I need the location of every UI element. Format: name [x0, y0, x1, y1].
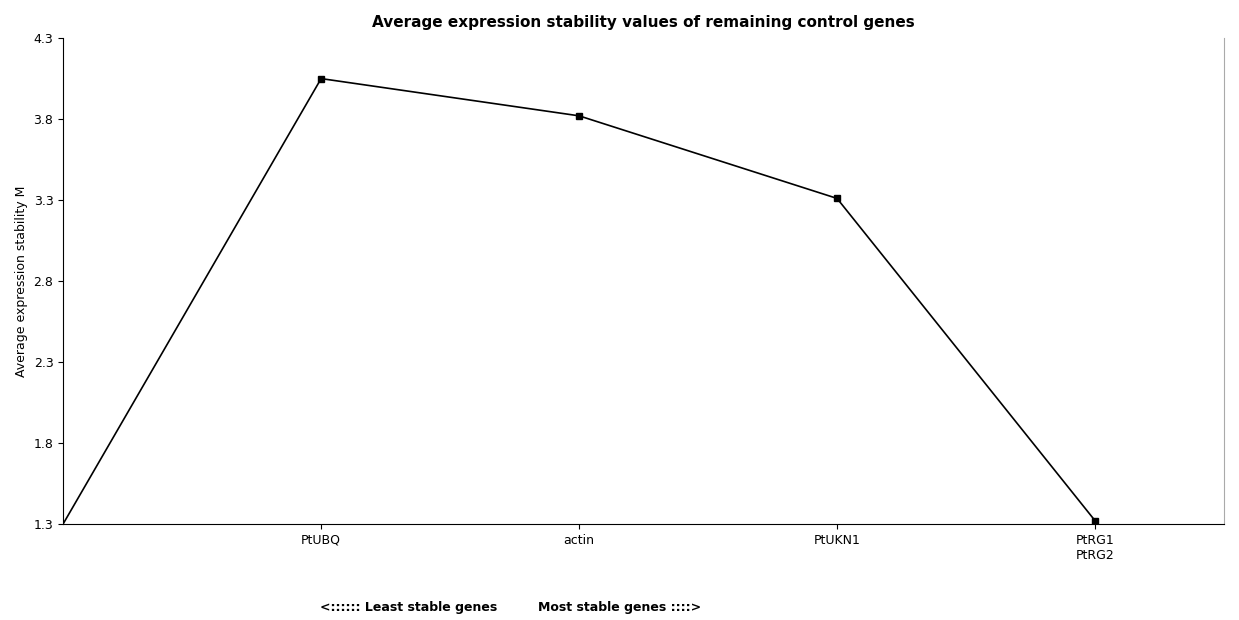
Text: Most stable genes ::::>: Most stable genes ::::>: [538, 601, 701, 614]
Y-axis label: Average expression stability M: Average expression stability M: [15, 185, 28, 377]
Title: Average expression stability values of remaining control genes: Average expression stability values of r…: [372, 15, 914, 30]
Text: <:::::: Least stable genes: <:::::: Least stable genes: [320, 601, 498, 614]
